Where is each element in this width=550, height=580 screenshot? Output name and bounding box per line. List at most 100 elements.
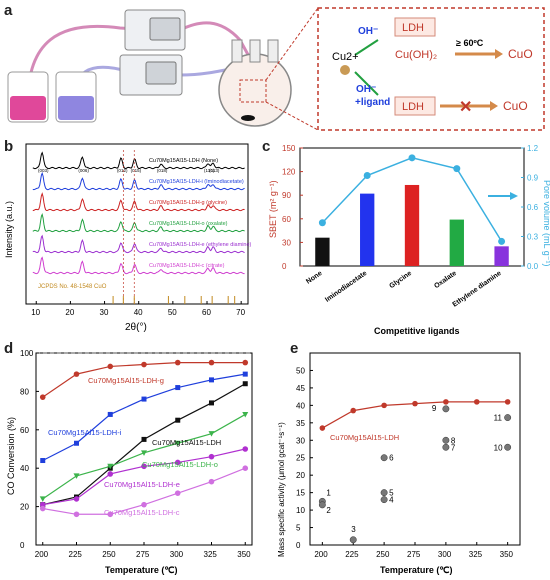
act-point	[349, 536, 357, 544]
sbet-bar	[449, 219, 464, 266]
conv-point	[208, 478, 215, 485]
pore-volume-point	[453, 165, 461, 173]
conv-point	[174, 459, 181, 466]
xrd-frame	[25, 143, 249, 305]
conv-ytick-label: 20	[20, 503, 29, 512]
conv-point	[40, 458, 46, 464]
sbet-category-label: None	[305, 270, 323, 286]
conv-point	[39, 496, 46, 502]
conv-point	[107, 463, 114, 470]
panel-b-letter: b	[4, 138, 14, 155]
stir-bar	[241, 115, 255, 121]
ldh-box-bottom	[394, 96, 436, 116]
conv-point	[107, 471, 114, 477]
conv-point	[73, 511, 80, 518]
flask-neck-right	[267, 39, 279, 63]
sbet-chart: SBET (m² g⁻¹) Pore volume (mL g⁻¹) Compe…	[268, 144, 550, 336]
beaker-blue-liquid	[58, 96, 94, 120]
conv-point	[242, 465, 249, 471]
conv-point	[39, 501, 46, 508]
xrd-peak-label: (113)	[209, 168, 220, 173]
sbet-bar	[404, 184, 420, 266]
conv-point	[39, 505, 46, 512]
xrd-ref-label: JCPDS No. 48-1548 CuO	[38, 284, 107, 290]
flask-neck-left	[231, 39, 243, 63]
act-ylabel: Mass specific activity (μmol gcat⁻¹s⁻¹)	[277, 422, 286, 557]
xrd-xtick-label: 20	[65, 308, 74, 317]
conv-series-line	[42, 373, 246, 462]
act-line-point	[504, 399, 511, 405]
xrd-peak-label: (015)	[131, 168, 142, 173]
conv-point	[175, 385, 181, 391]
sbet-ytick-left-label: 60	[282, 215, 291, 224]
act-point-label: 6	[389, 454, 394, 463]
conv-point	[174, 440, 181, 447]
conv-point	[209, 400, 214, 406]
act-xtick-label: 250	[376, 550, 390, 559]
conv-ytick-label: 0	[20, 541, 25, 550]
act-point-label: 11	[494, 414, 503, 423]
xrd-xtick-label: 60	[202, 308, 211, 317]
conv-ylabel: CO Conversion (%)	[6, 417, 16, 495]
panel-e-letter: e	[290, 340, 299, 357]
xrd-curve-label: Cu70Mg15Al15-LDH-o (oxalate)	[149, 221, 228, 227]
act-ytick-label: 30	[296, 436, 305, 445]
conv-point	[208, 359, 215, 366]
conv-label-none: Cu70Mg15Al15-LDH	[152, 438, 221, 447]
xrd-peak-label: (018)	[157, 168, 168, 173]
sbet-ylabel-left: SBET (m² g⁻¹)	[268, 180, 278, 238]
act-point	[442, 443, 450, 451]
act-point	[380, 454, 388, 462]
sbet-category-label: Ethylene diamine	[452, 270, 503, 309]
oh-bottom-label: OH⁻	[356, 84, 376, 95]
act-ytick-label: 35	[296, 419, 305, 428]
act-point	[318, 501, 326, 509]
conv-xlabel: Temperature (℃)	[105, 565, 177, 575]
conv-point	[175, 417, 181, 423]
act-ytick-label: 50	[296, 366, 305, 375]
conv-xtick-label: 250	[102, 550, 116, 559]
xrd-curve-label: Cu70Mg15Al15-LDH-i (Iminodiacetate)	[149, 179, 244, 185]
act-point-label: 1	[326, 488, 331, 497]
act-ytick-label: 5	[296, 524, 301, 533]
xrd-peak-label: (110)	[204, 168, 215, 173]
xrd-xtick-label: 40	[134, 308, 143, 317]
act-xtick-label: 350	[500, 550, 514, 559]
beaker-red-liquid	[10, 96, 46, 120]
conv-point	[174, 490, 181, 496]
zoom-box	[239, 79, 267, 103]
xrd-xtick-label: 30	[100, 308, 109, 317]
arrow-top	[354, 39, 379, 56]
conv-point	[141, 463, 147, 470]
conv-xtick-label: 300	[170, 550, 184, 559]
conv-label-g: Cu70Mg15Al15-LDH-g	[88, 376, 164, 385]
sbet-ytick-right-label: 0.6	[527, 203, 539, 212]
activity-chart: Mass specific activity (μmol gcat⁻¹s⁻¹) …	[277, 352, 521, 575]
act-xtick-label: 200	[314, 550, 328, 559]
conv-point	[107, 411, 113, 417]
flask	[218, 53, 292, 127]
act-point	[380, 489, 388, 497]
xrd-curve	[32, 256, 245, 275]
xrd-xtick-label: 70	[236, 308, 245, 317]
conv-point	[242, 446, 249, 452]
xrd-curve-label: Cu70Mg15Al15-LDH (None)	[149, 158, 218, 164]
sbet-category-label: Glycine	[388, 270, 413, 290]
ldh-bottom-label: LDH	[402, 101, 424, 113]
conv-label-c: Cu70Mg15Al15-LDH-c	[104, 508, 180, 517]
pump-top-head	[149, 17, 181, 41]
act-ytick-label: 20	[296, 471, 305, 480]
xrd-curve	[32, 171, 245, 191]
ldh-box-top	[394, 17, 436, 37]
conv-point	[242, 411, 249, 418]
xrd-curve-label: Cu70Mg15Al15-LDH-e (ethylene diamine)	[149, 242, 252, 248]
pore-volume-point	[318, 219, 326, 227]
act-point	[442, 405, 450, 413]
sbet-xlabel: Competitive ligands	[374, 326, 460, 336]
sbet-ytick-right-label: 0.3	[527, 233, 539, 242]
cuoh2-label: Cu(OH)₂	[395, 49, 437, 61]
pore-volume-point	[498, 237, 506, 245]
xrd-xtick-label: 10	[31, 308, 40, 317]
act-line-point	[381, 402, 387, 409]
xrd-peak-label: (003)	[38, 168, 49, 173]
